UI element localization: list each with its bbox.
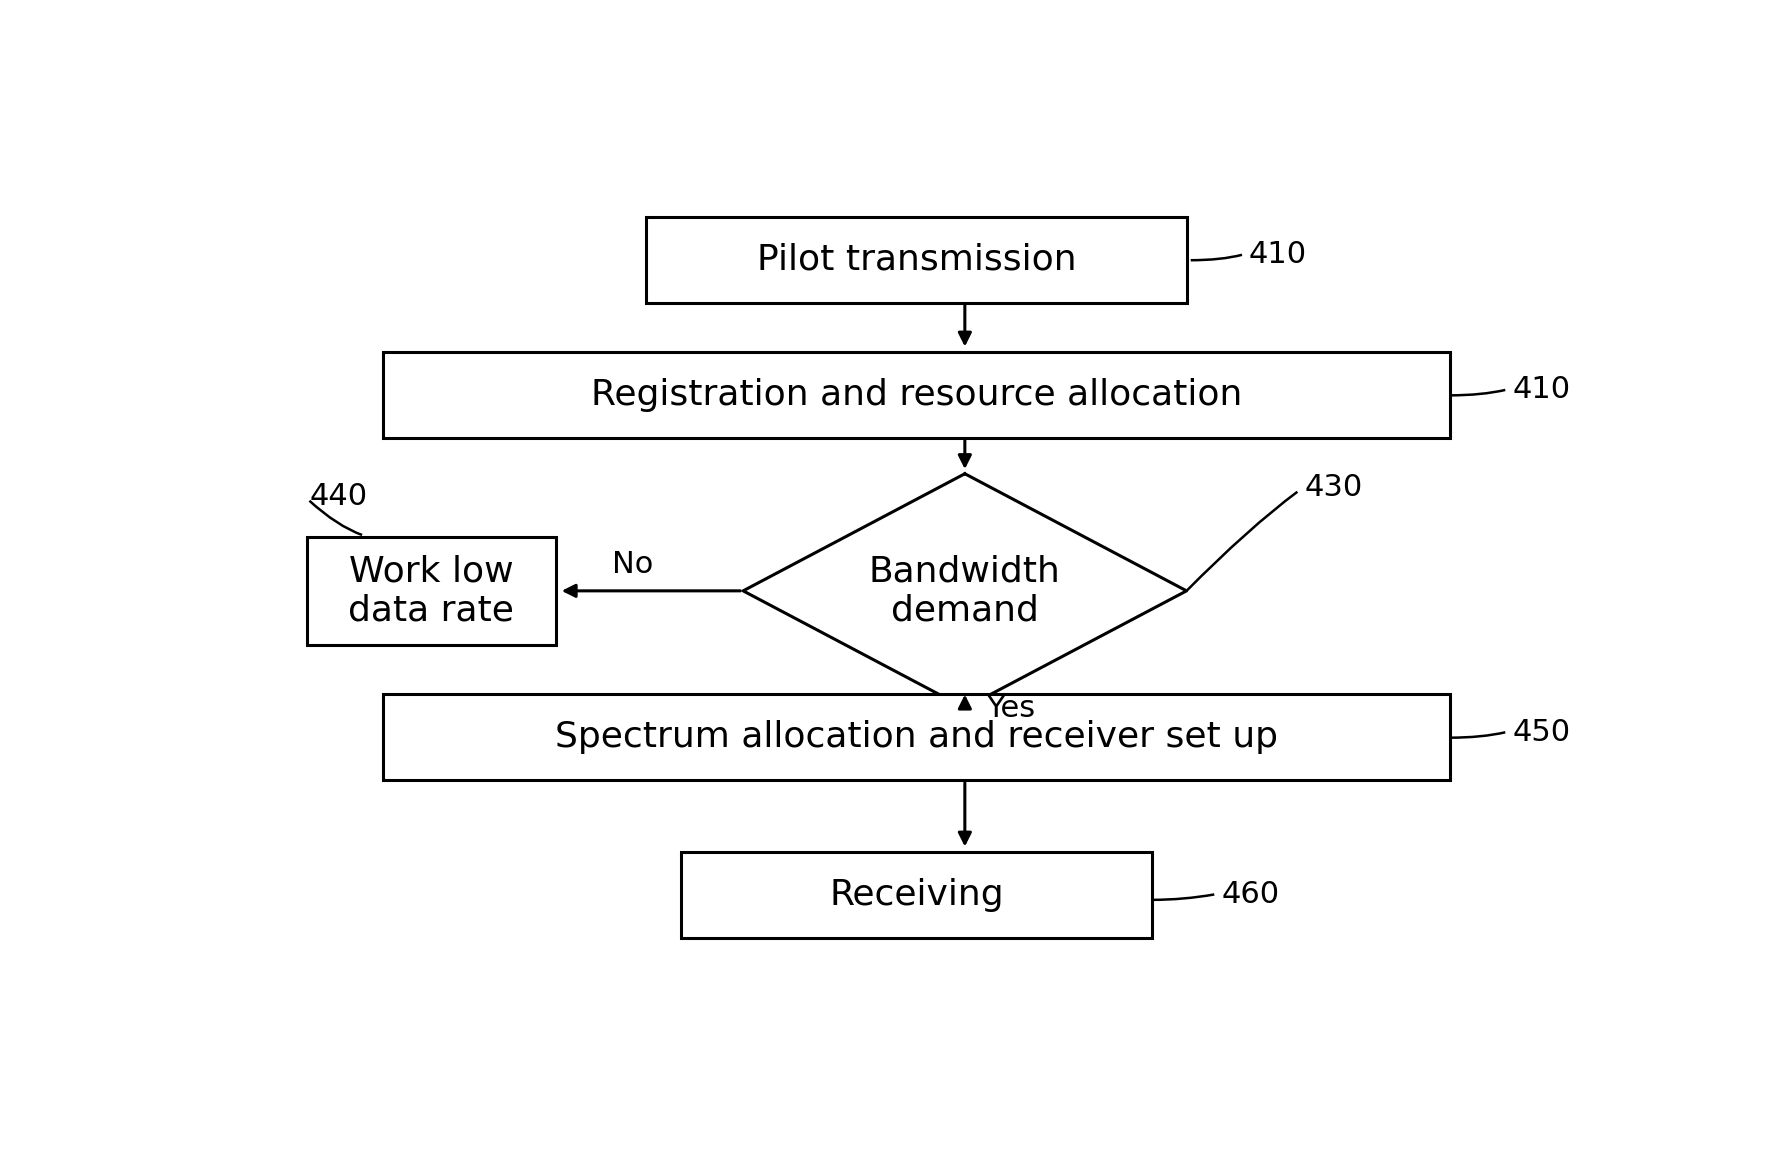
Text: Registration and resource allocation: Registration and resource allocation (590, 378, 1243, 412)
Text: 410: 410 (1513, 376, 1570, 405)
Text: No: No (611, 550, 653, 579)
Bar (681, 852, 1151, 937)
Text: 440: 440 (309, 482, 368, 511)
Text: 430: 430 (1305, 473, 1362, 502)
Text: 410: 410 (1248, 240, 1307, 269)
Text: Pilot transmission: Pilot transmission (756, 242, 1076, 277)
Text: Bandwidth
demand: Bandwidth demand (869, 555, 1060, 627)
Bar (308, 537, 556, 645)
Text: Yes: Yes (985, 695, 1035, 723)
Polygon shape (744, 474, 1187, 708)
Bar (383, 352, 1450, 438)
Text: Receiving: Receiving (830, 878, 1003, 911)
Bar (383, 695, 1450, 780)
Text: Spectrum allocation and receiver set up: Spectrum allocation and receiver set up (554, 721, 1278, 755)
Text: Work low
data rate: Work low data rate (349, 555, 515, 627)
Bar (645, 216, 1187, 303)
Text: 460: 460 (1221, 880, 1280, 909)
Text: 450: 450 (1513, 717, 1570, 746)
